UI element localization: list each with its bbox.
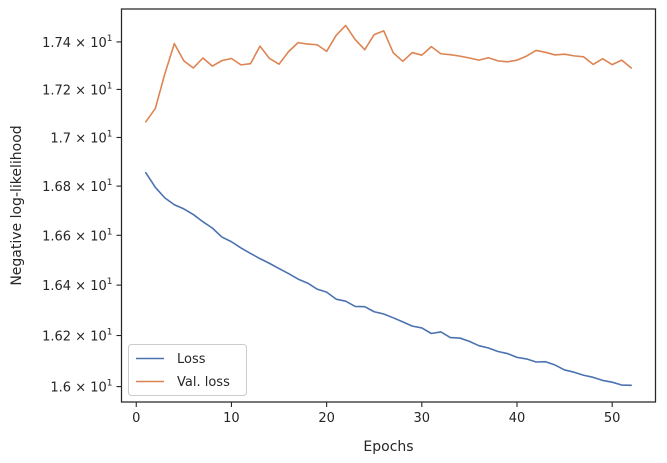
y-tick-label: 1.72 × 101	[42, 81, 112, 98]
x-tick-label: 10	[223, 411, 240, 426]
legend-label-val-loss: Val. loss	[177, 375, 230, 390]
plot-area	[120, 8, 657, 403]
x-tick-label: 50	[604, 411, 621, 426]
y-tick-label: 1.68 × 101	[42, 178, 112, 195]
legend-box	[128, 344, 247, 396]
y-tick-label: 1.62 × 101	[42, 328, 112, 345]
y-tick-label: 1.66 × 101	[42, 227, 112, 244]
y-axis-ticks: 1.6 × 101 1.62 × 101 1.64 × 101 1.66 × 101 1…	[42, 34, 122, 396]
legend: Loss Val. loss	[128, 344, 247, 396]
series-line-val-loss	[144, 24, 633, 123]
x-tick-label: 30	[414, 411, 431, 426]
legend-label-loss: Loss	[177, 352, 206, 367]
series-lines	[144, 24, 633, 387]
y-tick-label: 1.6 × 101	[50, 379, 112, 396]
y-tick-label: 1.74 × 101	[42, 34, 112, 51]
x-axis-ticks: 0 10 20 30 40 50	[132, 402, 620, 426]
x-tick-label: 40	[509, 411, 526, 426]
x-tick-label: 20	[318, 411, 335, 426]
series-line-loss	[144, 171, 633, 387]
y-tick-label: 1.64 × 101	[42, 277, 112, 294]
y-tick-label: 1.7 × 101	[50, 129, 112, 146]
x-tick-label: 0	[132, 411, 140, 426]
x-axis-label: Epochs	[363, 439, 413, 455]
y-axis-label: Negative log-likelihood	[9, 125, 25, 285]
